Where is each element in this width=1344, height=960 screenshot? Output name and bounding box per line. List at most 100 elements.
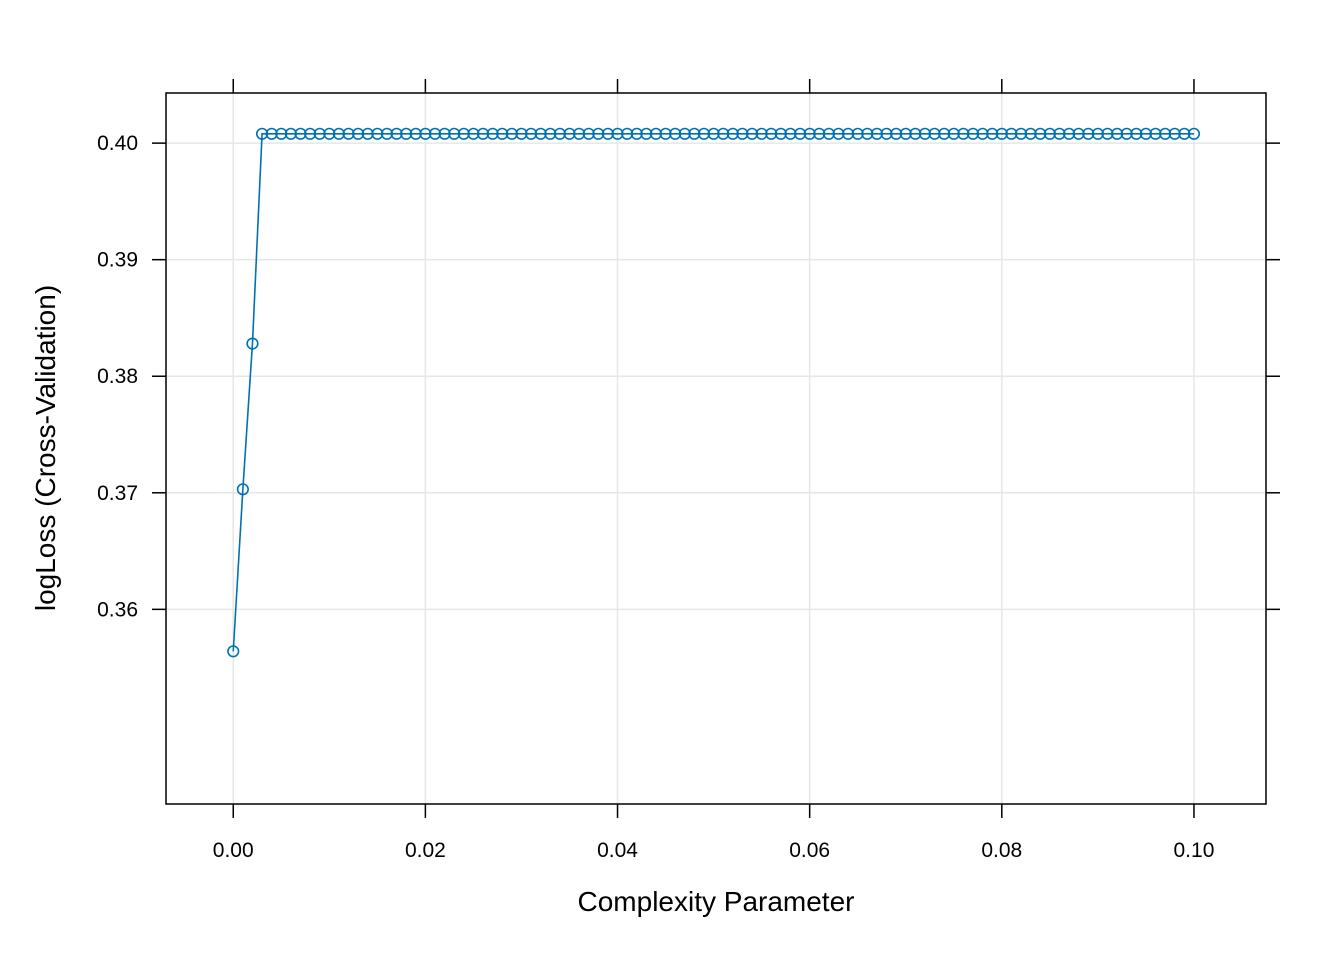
data-point [986, 127, 999, 140]
data-point [890, 127, 903, 140]
data-point [688, 127, 701, 140]
data-point [227, 645, 240, 658]
x-axis-title: Complexity Parameter [578, 886, 855, 917]
data-point [275, 127, 288, 140]
data-point [1187, 127, 1201, 140]
data-point [611, 127, 624, 140]
data-point [361, 127, 374, 140]
data-point [861, 127, 874, 140]
data-point [323, 127, 336, 140]
data-point [505, 127, 518, 140]
data-point [851, 127, 864, 140]
data-point [1178, 127, 1191, 140]
data-point [534, 127, 547, 140]
data-point [793, 127, 807, 140]
data-point [496, 127, 509, 140]
data-point [630, 127, 643, 140]
data-point [1072, 127, 1085, 140]
data-point [284, 127, 297, 140]
x-tick-label: 0.00 [213, 839, 254, 862]
data-point [1024, 127, 1037, 140]
x-tick-label: 0.10 [1174, 839, 1215, 862]
data-point [467, 127, 480, 140]
data-point [380, 127, 394, 140]
data-point [938, 127, 951, 140]
data-point [899, 127, 912, 140]
y-tick-label: 0.38 [97, 365, 138, 388]
axis-ticks: 0.00 0.02 0.04 0.06 0.08 0.10 0.36 0.37 0.38 0.39… [97, 79, 1280, 862]
data-point [294, 127, 307, 140]
data-point [678, 127, 691, 140]
data-point [966, 127, 980, 140]
data-point [438, 127, 451, 140]
data-point [448, 127, 461, 140]
data-point [918, 127, 932, 140]
data-point [1091, 127, 1104, 140]
data-point [601, 127, 615, 140]
data-point [822, 127, 835, 140]
data-point [573, 127, 586, 140]
data-point [563, 127, 576, 140]
data-point [1149, 127, 1162, 140]
data-point [1130, 127, 1143, 140]
data-point [784, 127, 797, 140]
data-point [1101, 127, 1114, 140]
data-point [813, 127, 826, 140]
data-point [1062, 127, 1076, 140]
data-point [255, 127, 269, 140]
data-point [313, 127, 326, 140]
data-point [1110, 127, 1124, 140]
data-point [486, 127, 499, 140]
data-point [669, 127, 682, 140]
data-point [1139, 127, 1153, 140]
data-point [841, 127, 855, 140]
data-point [1014, 127, 1028, 140]
data-point [880, 127, 893, 140]
data-point [745, 127, 759, 140]
data-point [342, 127, 355, 140]
series-logloss [227, 127, 1201, 658]
data-point [553, 127, 566, 140]
data-point [947, 127, 960, 140]
data-point [909, 127, 922, 140]
data-point [803, 127, 816, 140]
data-point [621, 127, 634, 140]
data-point [592, 127, 605, 140]
data-point [765, 127, 778, 140]
data-point [717, 127, 730, 140]
data-point [409, 127, 422, 140]
data-point [582, 127, 595, 140]
data-point [236, 483, 249, 496]
data-point [1159, 127, 1172, 140]
x-tick-label: 0.04 [597, 839, 638, 862]
data-point [832, 127, 845, 140]
data-point [1034, 127, 1047, 140]
data-point [755, 127, 768, 140]
data-point [332, 127, 346, 140]
data-point [957, 127, 970, 140]
data-point [640, 127, 653, 140]
data-point [726, 127, 739, 140]
data-point [1082, 127, 1095, 140]
data-point [774, 127, 787, 140]
data-point [659, 127, 672, 140]
grid-lines [166, 93, 1266, 804]
y-axis-title: logLoss (Cross-Validation) [30, 285, 61, 611]
data-point [697, 127, 711, 140]
data-point [736, 127, 749, 140]
data-point [707, 127, 720, 140]
data-point [1005, 127, 1018, 140]
data-point [419, 127, 432, 140]
data-point [400, 127, 413, 140]
data-point [1120, 127, 1133, 140]
data-point [428, 127, 442, 140]
y-tick-label: 0.39 [97, 249, 138, 272]
x-tick-label: 0.02 [405, 839, 446, 862]
series-line [232, 133, 1194, 652]
data-point [246, 337, 259, 350]
y-tick-label: 0.40 [97, 132, 138, 155]
data-point [352, 127, 365, 140]
data-point [265, 127, 278, 140]
data-point [390, 127, 403, 140]
